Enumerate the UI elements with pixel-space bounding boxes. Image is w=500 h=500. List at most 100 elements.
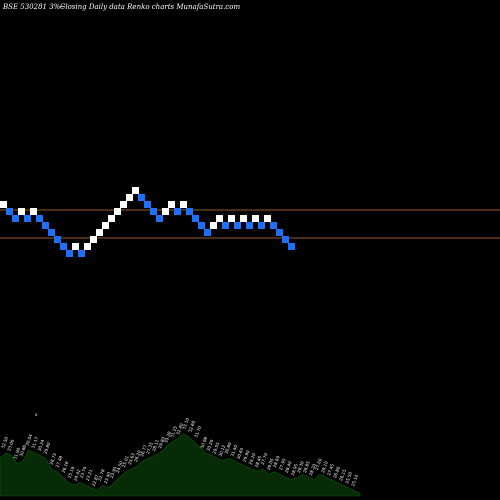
down-brick <box>282 236 289 243</box>
down-brick <box>138 194 145 201</box>
price-label: 32.40 <box>175 422 184 435</box>
price-label: 30.04 <box>24 433 33 446</box>
price-label: 30.80 <box>224 441 233 454</box>
renko-bricks <box>0 187 295 257</box>
up-brick <box>126 194 133 201</box>
price-label: 28.85 <box>302 460 311 473</box>
up-brick <box>96 229 103 236</box>
up-brick <box>228 215 235 222</box>
up-brick <box>240 215 247 222</box>
up-brick <box>180 201 187 208</box>
down-brick <box>234 222 241 229</box>
price-label: 22.78 <box>97 468 106 481</box>
up-brick <box>30 208 37 215</box>
price-label: 29.55 <box>211 441 220 454</box>
price-label: 23.21 <box>85 468 94 481</box>
price-label: 28.05 <box>266 457 275 470</box>
price-label: 23.40 <box>103 471 112 484</box>
down-brick <box>78 250 85 257</box>
price-label: 30.24 <box>36 439 45 452</box>
price-label: 26.80 <box>332 466 341 479</box>
chart-header-description: Closing Daily data Renko charts MunafaSu… <box>60 3 240 11</box>
price-label: 32.50 <box>0 436 9 449</box>
price-label: 29.80 <box>42 441 51 454</box>
price-label: 33.00 <box>6 439 15 452</box>
price-label: 30.20 <box>205 439 214 452</box>
up-brick <box>120 201 127 208</box>
up-brick <box>168 201 175 208</box>
volume-area-shape <box>0 433 361 497</box>
price-label: 30.86 <box>18 444 27 457</box>
up-brick <box>114 208 121 215</box>
price-label: 28.10 <box>320 460 329 473</box>
up-brick <box>132 187 139 194</box>
up-brick <box>162 208 169 215</box>
price-label: 28.45 <box>254 455 263 468</box>
price-label: 30.65 <box>236 447 245 460</box>
price-labels: 32.5033.0031.9030.8630.0431.1730.2429.80… <box>0 417 359 487</box>
down-brick <box>36 215 43 222</box>
down-brick <box>144 201 151 208</box>
price-label: 25.01 <box>121 455 130 468</box>
price-label: 27.70 <box>260 452 269 465</box>
up-brick <box>108 215 115 222</box>
down-brick <box>192 215 199 222</box>
price-label: 28.11 <box>151 439 160 452</box>
down-brick <box>12 215 19 222</box>
price-label: 25.50 <box>344 471 353 484</box>
price-label: 28.95 <box>290 463 299 476</box>
up-brick <box>90 236 97 243</box>
price-label: 23.95 <box>109 466 118 479</box>
price-label: 28.20 <box>308 463 317 476</box>
down-brick <box>48 229 55 236</box>
price-label: 30.12 <box>217 444 226 457</box>
price-label: 28.40 <box>284 460 293 473</box>
down-brick <box>24 215 31 222</box>
down-brick <box>198 222 205 229</box>
price-label: 26.16 <box>61 460 70 473</box>
price-label: 27.95 <box>278 457 287 470</box>
price-label: 24.42 <box>73 468 82 481</box>
price-label: 26.20 <box>133 449 142 462</box>
price-label: 33.10 <box>181 417 190 430</box>
up-brick <box>102 222 109 229</box>
up-brick <box>84 243 91 250</box>
price-label: 30.98 <box>199 436 208 449</box>
volume-area: x <box>0 412 361 497</box>
price-label: 29.20 <box>248 452 257 465</box>
price-label: 27.35 <box>145 441 154 454</box>
price-label: 28.30 <box>296 460 305 473</box>
price-label: 27.48 <box>55 455 64 468</box>
price-label: 28.75 <box>49 452 58 465</box>
price-label: 23.70 <box>79 466 88 479</box>
price-label: 31.25 <box>169 425 178 438</box>
down-brick <box>66 250 73 257</box>
down-brick <box>288 243 295 250</box>
down-brick <box>156 215 163 222</box>
price-label: 24.50 <box>115 460 124 473</box>
price-label: 31.70 <box>193 425 202 438</box>
price-label: 32.60 <box>187 420 196 433</box>
down-brick <box>204 229 211 236</box>
down-brick <box>222 222 229 229</box>
down-brick <box>186 208 193 215</box>
down-brick <box>276 229 283 236</box>
down-brick <box>150 208 157 215</box>
reference-levels <box>0 209 500 239</box>
down-brick <box>54 236 61 243</box>
up-brick <box>18 208 25 215</box>
price-label: 27.45 <box>326 463 335 476</box>
down-brick <box>6 208 13 215</box>
price-label: 28.60 <box>272 455 281 468</box>
price-label: 30.30 <box>163 430 172 443</box>
up-brick <box>210 222 217 229</box>
down-brick <box>60 243 67 250</box>
volume-marker: x <box>35 412 38 417</box>
up-brick <box>0 201 7 208</box>
price-label: 31.40 <box>230 444 239 457</box>
price-label: 26.77 <box>139 444 148 457</box>
price-label: 31.17 <box>30 436 39 449</box>
down-brick <box>246 222 253 229</box>
down-brick <box>174 208 181 215</box>
